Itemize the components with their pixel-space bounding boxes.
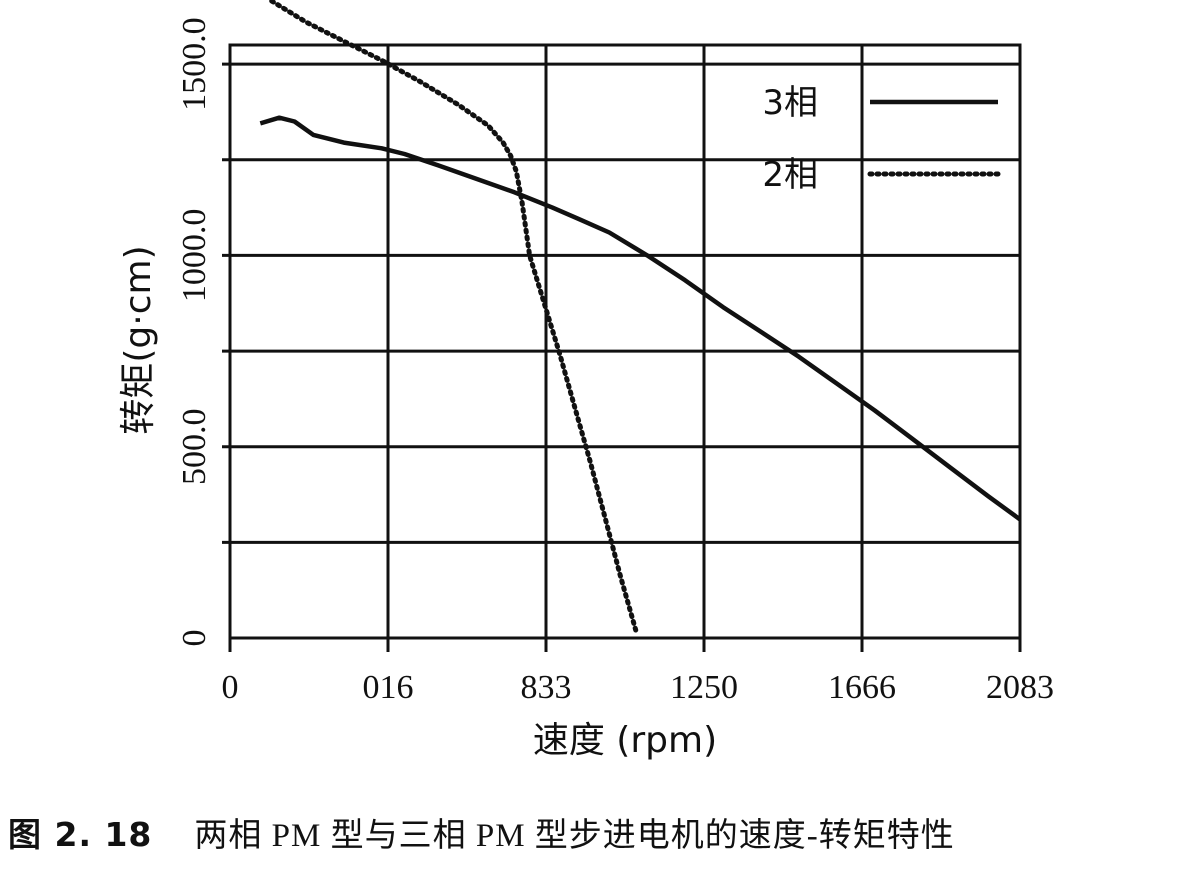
x-tick-label: 0	[222, 669, 239, 706]
x-tick-label: 1666	[828, 669, 896, 706]
legend-label-2: 2相	[762, 155, 818, 195]
y-axis-label: 转矩(g·cm)	[118, 245, 159, 434]
y-tick-label: 1000.0	[176, 209, 213, 303]
chart-svg: 0 016 833 1250 1666 2083 0 500.0 1000.0 1500.0 速度 …	[118, 0, 1054, 761]
legend-label-1: 3相	[762, 83, 818, 123]
y-tick-label: 500.0	[176, 408, 213, 485]
x-tick-label: 016	[363, 669, 414, 706]
x-tick-label: 1250	[670, 669, 738, 706]
figure-caption: 图 2. 18 两相 PM 型与三相 PM 型步进电机的速度-转矩特性	[8, 808, 1178, 858]
series-line-1	[259, 115, 1022, 522]
y-tick-label: 1500.0	[176, 17, 213, 111]
y-tick-label: 0	[176, 630, 213, 647]
figure-number: 图 2. 18	[8, 815, 153, 854]
plot-frame	[228, 43, 1022, 640]
chart: 0 016 833 1250 1666 2083 0 500.0 1000.0 1500.0 速度 …	[118, 0, 1054, 761]
x-tick-label: 2083	[986, 669, 1054, 706]
caption-text: 两相 PM 型与三相 PM 型步进电机的速度-转矩特性	[194, 818, 955, 854]
x-tick-label: 833	[521, 669, 572, 706]
x-axis-label: 速度 (rpm)	[533, 720, 717, 761]
series-line-2	[269, 0, 639, 633]
